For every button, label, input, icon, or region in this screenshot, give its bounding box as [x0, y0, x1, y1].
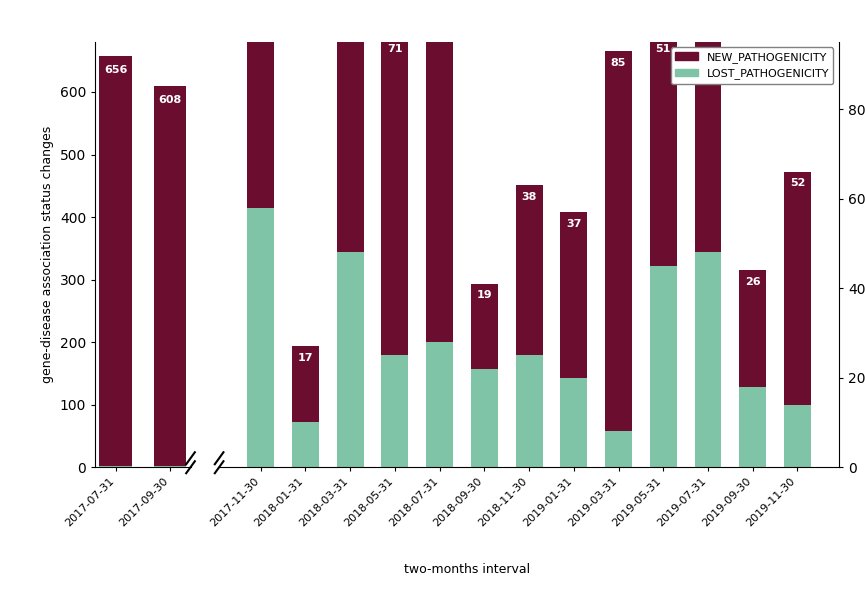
Bar	[650, 266, 676, 467]
Text: 57: 57	[701, 4, 715, 14]
Bar	[784, 404, 811, 467]
Bar	[154, 86, 186, 466]
Bar	[695, 0, 721, 252]
Bar	[247, 208, 274, 467]
Text: 71: 71	[388, 44, 403, 54]
Text: 38: 38	[522, 192, 537, 202]
Bar	[381, 38, 408, 355]
Bar	[561, 212, 587, 378]
Text: 37: 37	[566, 219, 581, 229]
Bar	[381, 355, 408, 467]
Bar	[426, 0, 453, 342]
Bar	[292, 422, 319, 467]
Text: 17: 17	[298, 353, 313, 363]
Bar	[606, 431, 632, 467]
Bar	[426, 342, 453, 467]
Text: 53: 53	[343, 22, 358, 32]
Bar	[336, 15, 363, 252]
Text: 52: 52	[790, 179, 805, 189]
Bar	[99, 56, 132, 466]
Bar	[516, 185, 542, 355]
Bar	[247, 15, 274, 208]
Bar	[740, 386, 766, 467]
Legend: NEW_PATHOGENICITY, LOST_PATHOGENICITY: NEW_PATHOGENICITY, LOST_PATHOGENICITY	[671, 47, 834, 84]
Bar	[606, 51, 632, 431]
Text: 43: 43	[253, 22, 268, 32]
Bar	[471, 284, 497, 369]
Text: 608: 608	[158, 95, 182, 105]
Bar	[650, 38, 676, 266]
Text: 19: 19	[477, 291, 492, 300]
Text: 51: 51	[656, 44, 671, 54]
Bar	[740, 270, 766, 386]
Bar	[292, 346, 319, 422]
Bar	[561, 378, 587, 467]
Bar	[99, 466, 132, 467]
Bar	[516, 355, 542, 467]
Text: 656: 656	[104, 65, 127, 75]
Text: two-months interval: two-months interval	[404, 562, 530, 576]
Text: 79: 79	[432, 0, 447, 5]
Bar	[471, 369, 497, 467]
Bar	[336, 252, 363, 467]
Bar	[784, 172, 811, 404]
Bar	[695, 252, 721, 467]
Text: 85: 85	[611, 58, 626, 68]
Y-axis label: gene-disease association status changes: gene-disease association status changes	[42, 126, 54, 383]
Text: 26: 26	[745, 277, 760, 287]
Bar	[154, 466, 186, 467]
